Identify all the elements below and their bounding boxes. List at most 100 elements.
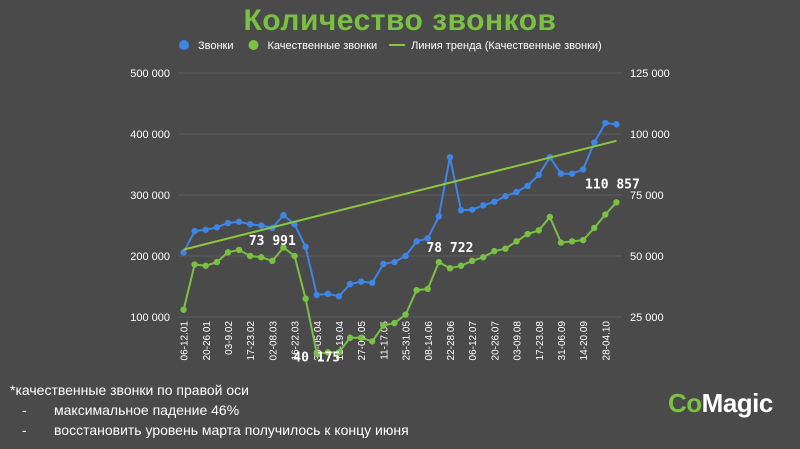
notes-bullet-text: восстановить уровень марта получилось к … bbox=[54, 422, 409, 438]
logo-prefix: Co bbox=[668, 388, 702, 418]
data-label: 73 991 bbox=[249, 234, 296, 249]
data-label: 40 175 bbox=[293, 351, 340, 366]
x-tick-label: 06-12.01 bbox=[180, 321, 191, 361]
data-point bbox=[468, 206, 476, 213]
data-point bbox=[269, 257, 276, 265]
data-point bbox=[413, 238, 420, 245]
data-point bbox=[224, 249, 232, 256]
data-point bbox=[457, 262, 465, 269]
notes-main: *качественные звонки по правой оси bbox=[10, 382, 249, 398]
notes-bullet: - восстановить уровень марта получилось к… bbox=[22, 422, 409, 438]
data-point bbox=[191, 261, 198, 268]
x-tick-label: 31-06.09 bbox=[557, 321, 568, 361]
data-point bbox=[202, 226, 209, 233]
data-point bbox=[524, 230, 531, 238]
data-point bbox=[324, 290, 332, 298]
notes-bullet-text: максимальное падение 46% bbox=[54, 402, 240, 418]
data-point bbox=[369, 279, 376, 287]
x-tick-label: 30-05.04 bbox=[313, 321, 324, 361]
data-point bbox=[235, 246, 243, 254]
data-point bbox=[435, 213, 443, 220]
data-point bbox=[535, 171, 542, 179]
x-tick-label: 25-31.05 bbox=[402, 321, 413, 361]
right-axis: 25 000 50 000 75 000 100 000 125 000 bbox=[630, 68, 670, 324]
legend-label: Звонки bbox=[198, 40, 234, 52]
legend-label: Качественные звонки bbox=[268, 40, 378, 52]
data-point bbox=[524, 182, 531, 190]
data-point bbox=[213, 224, 221, 231]
x-tick-label: 16-22.03 bbox=[291, 321, 302, 361]
data-point bbox=[291, 252, 298, 260]
left-tick-label: 300 000 bbox=[130, 190, 170, 202]
data-point bbox=[280, 244, 287, 251]
data-point bbox=[313, 291, 320, 299]
right-tick-label: 25 000 bbox=[630, 312, 664, 324]
x-tick-label: 20-26.07 bbox=[490, 321, 501, 361]
right-tick-label: 100 000 bbox=[630, 129, 670, 141]
data-point bbox=[468, 257, 476, 265]
data-point bbox=[535, 227, 542, 234]
data-point bbox=[246, 252, 254, 260]
data-point bbox=[369, 338, 376, 345]
data-point bbox=[613, 199, 620, 206]
data-point bbox=[480, 202, 487, 209]
data-point bbox=[613, 121, 620, 128]
right-tick-label: 50 000 bbox=[630, 251, 664, 263]
x-tick-label: 13-19.04 bbox=[335, 321, 346, 361]
data-point bbox=[491, 247, 498, 255]
right-tick-label: 125 000 bbox=[630, 68, 670, 80]
data-point bbox=[424, 285, 431, 293]
x-tick-label: 08-14.06 bbox=[424, 321, 435, 361]
data-point bbox=[180, 306, 187, 313]
data-point bbox=[324, 349, 332, 356]
data-point bbox=[402, 311, 409, 318]
x-tick-label: 17-23.02 bbox=[246, 321, 257, 361]
data-point bbox=[602, 119, 609, 127]
data-point bbox=[480, 254, 487, 261]
comagic-logo: CoMagic bbox=[668, 388, 773, 419]
x-tick-label: 11-17.05 bbox=[379, 321, 390, 360]
data-point bbox=[302, 295, 309, 302]
data-point bbox=[591, 224, 598, 232]
data-point bbox=[235, 218, 243, 226]
data-label: 110 857 bbox=[585, 177, 640, 192]
data-label: 78 722 bbox=[426, 241, 473, 256]
data-point bbox=[346, 334, 354, 341]
left-tick-label: 200 000 bbox=[130, 251, 170, 263]
x-tick-label: 22-28.06 bbox=[446, 321, 457, 361]
data-point bbox=[568, 170, 576, 177]
data-point bbox=[280, 211, 287, 219]
data-point bbox=[579, 166, 587, 173]
data-point bbox=[446, 265, 454, 272]
data-point bbox=[435, 258, 443, 266]
x-axis: 06-12.01 20-26.01 03-9.02 17-23.02 02-08.03 1… bbox=[180, 321, 613, 361]
data-point bbox=[579, 236, 587, 244]
data-point bbox=[335, 293, 343, 300]
slide-title: Количество звонков bbox=[243, 4, 557, 37]
x-tick-label: 03-9.02 bbox=[224, 321, 235, 355]
data-point bbox=[213, 258, 221, 266]
legend-swatch bbox=[179, 40, 189, 50]
x-tick-label: 20-26.01 bbox=[202, 321, 213, 361]
data-point bbox=[557, 170, 565, 177]
data-point bbox=[258, 254, 265, 261]
x-tick-label: 06-12.07 bbox=[468, 321, 479, 361]
data-point bbox=[357, 334, 365, 341]
data-point bbox=[402, 252, 409, 260]
data-point bbox=[446, 153, 454, 161]
chart: 100 000 200 000 300 000 400 000 500 000 25 0… bbox=[130, 40, 670, 366]
legend-swatch bbox=[248, 40, 259, 50]
data-point bbox=[557, 239, 565, 246]
data-point bbox=[346, 280, 354, 288]
x-tick-label: 17-23.08 bbox=[535, 321, 546, 361]
series-line bbox=[182, 121, 617, 298]
data-point bbox=[602, 211, 609, 218]
right-tick-label: 75 000 bbox=[630, 190, 664, 202]
data-point bbox=[202, 262, 209, 269]
left-tick-label: 500 000 bbox=[130, 68, 170, 80]
data-point bbox=[546, 213, 554, 221]
data-point bbox=[313, 350, 320, 357]
notes-bullet: - максимальное падение 46% bbox=[22, 402, 240, 418]
data-point bbox=[591, 139, 598, 146]
